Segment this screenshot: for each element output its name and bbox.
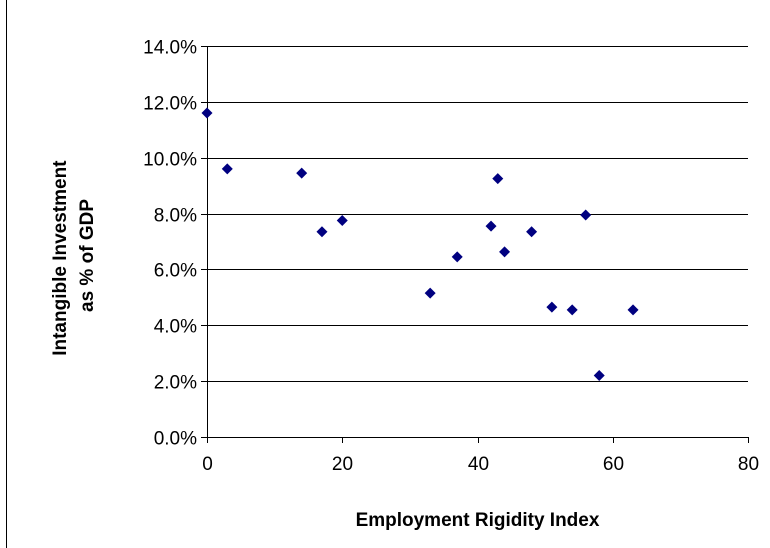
data-point <box>336 215 348 227</box>
data-point <box>627 304 639 316</box>
y-tick-label: 14.0% <box>143 38 197 59</box>
y-tick-label: 10.0% <box>143 150 197 171</box>
y-axis-title: Intangible Investment as % of GDP <box>50 155 98 356</box>
y-axis-title-line-2: as % of GDP <box>77 199 98 312</box>
x-tick-label: 80 <box>738 454 759 475</box>
data-point <box>566 304 578 316</box>
x-tick-label: 60 <box>603 454 624 475</box>
data-point <box>546 301 558 313</box>
data-point <box>526 226 538 238</box>
data-points <box>201 107 639 382</box>
data-point <box>221 163 233 175</box>
data-point <box>424 287 436 299</box>
grid-lines <box>207 46 748 382</box>
x-tick-label: 0 <box>202 454 213 475</box>
data-point <box>492 173 504 185</box>
data-point <box>316 226 328 238</box>
x-tick-label: 40 <box>468 454 489 475</box>
x-axis-title: Employment Rigidity Index <box>356 510 600 531</box>
y-tick-label: 12.0% <box>143 94 197 115</box>
axes <box>201 46 749 443</box>
y-tick-label: 8.0% <box>154 206 197 227</box>
data-point <box>296 167 308 179</box>
tick-labels: 0.0% 2.0% 4.0% 6.0% 8.0% 10.0% 12.0% 14.0% 0 20 40… <box>143 38 759 476</box>
y-axis-title-line-1: Intangible Investment <box>50 160 71 356</box>
x-tick-label: 20 <box>332 454 353 475</box>
data-point <box>485 220 497 232</box>
y-tick-label: 2.0% <box>154 373 197 394</box>
y-tick-label: 4.0% <box>154 317 197 338</box>
y-tick-label: 0.0% <box>154 429 197 450</box>
data-point <box>499 246 511 258</box>
data-point <box>201 107 213 119</box>
data-point <box>580 209 592 221</box>
data-point <box>451 251 463 263</box>
y-tick-label: 6.0% <box>154 261 197 282</box>
data-point <box>593 370 605 382</box>
